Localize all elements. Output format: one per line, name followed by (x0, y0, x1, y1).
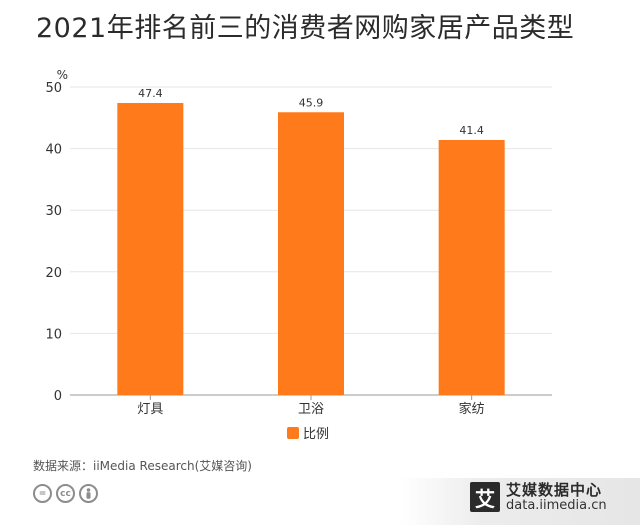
bar (438, 139, 505, 395)
brand-watermark: 艾 艾媒数据中心 data.iimedia.cn (470, 482, 607, 513)
data-label: 45.9 (299, 96, 324, 109)
brand-url: data.iimedia.cn (506, 497, 607, 513)
y-tick-label: 0 (54, 389, 62, 404)
x-tick-label: 灯具 (137, 402, 163, 417)
nd-icon: = (33, 484, 52, 503)
data-label: 47.4 (138, 87, 163, 100)
attribution-person-icon (79, 484, 98, 503)
y-tick-label: 40 (45, 143, 62, 158)
license-icons: = cc (33, 484, 98, 503)
brand-background (400, 478, 640, 525)
bar (117, 103, 184, 396)
y-axis-unit: % (57, 68, 68, 82)
legend-label: 比例 (303, 427, 330, 442)
y-tick-label: 50 (45, 81, 62, 96)
y-tick-label: 10 (45, 327, 62, 342)
brand-name: 艾媒数据中心 (506, 481, 603, 499)
legend-swatch (287, 426, 299, 439)
bar (278, 112, 344, 396)
x-tick-label: 家纺 (459, 401, 485, 417)
y-tick-label: 20 (45, 266, 62, 281)
x-tick-label: 卫浴 (298, 402, 324, 417)
y-tick-label: 30 (45, 204, 62, 219)
brand-logo-icon: 艾 (470, 482, 500, 513)
chart-legend[interactable]: 比例 (287, 423, 329, 442)
data-source: 数据来源：iiMedia Research(艾媒咨询) (33, 459, 252, 473)
chart-title: 2021年排名前三的消费者网购家居产品类型 (36, 13, 575, 44)
data-label: 41.4 (459, 124, 484, 137)
cc-icon: cc (56, 484, 75, 503)
